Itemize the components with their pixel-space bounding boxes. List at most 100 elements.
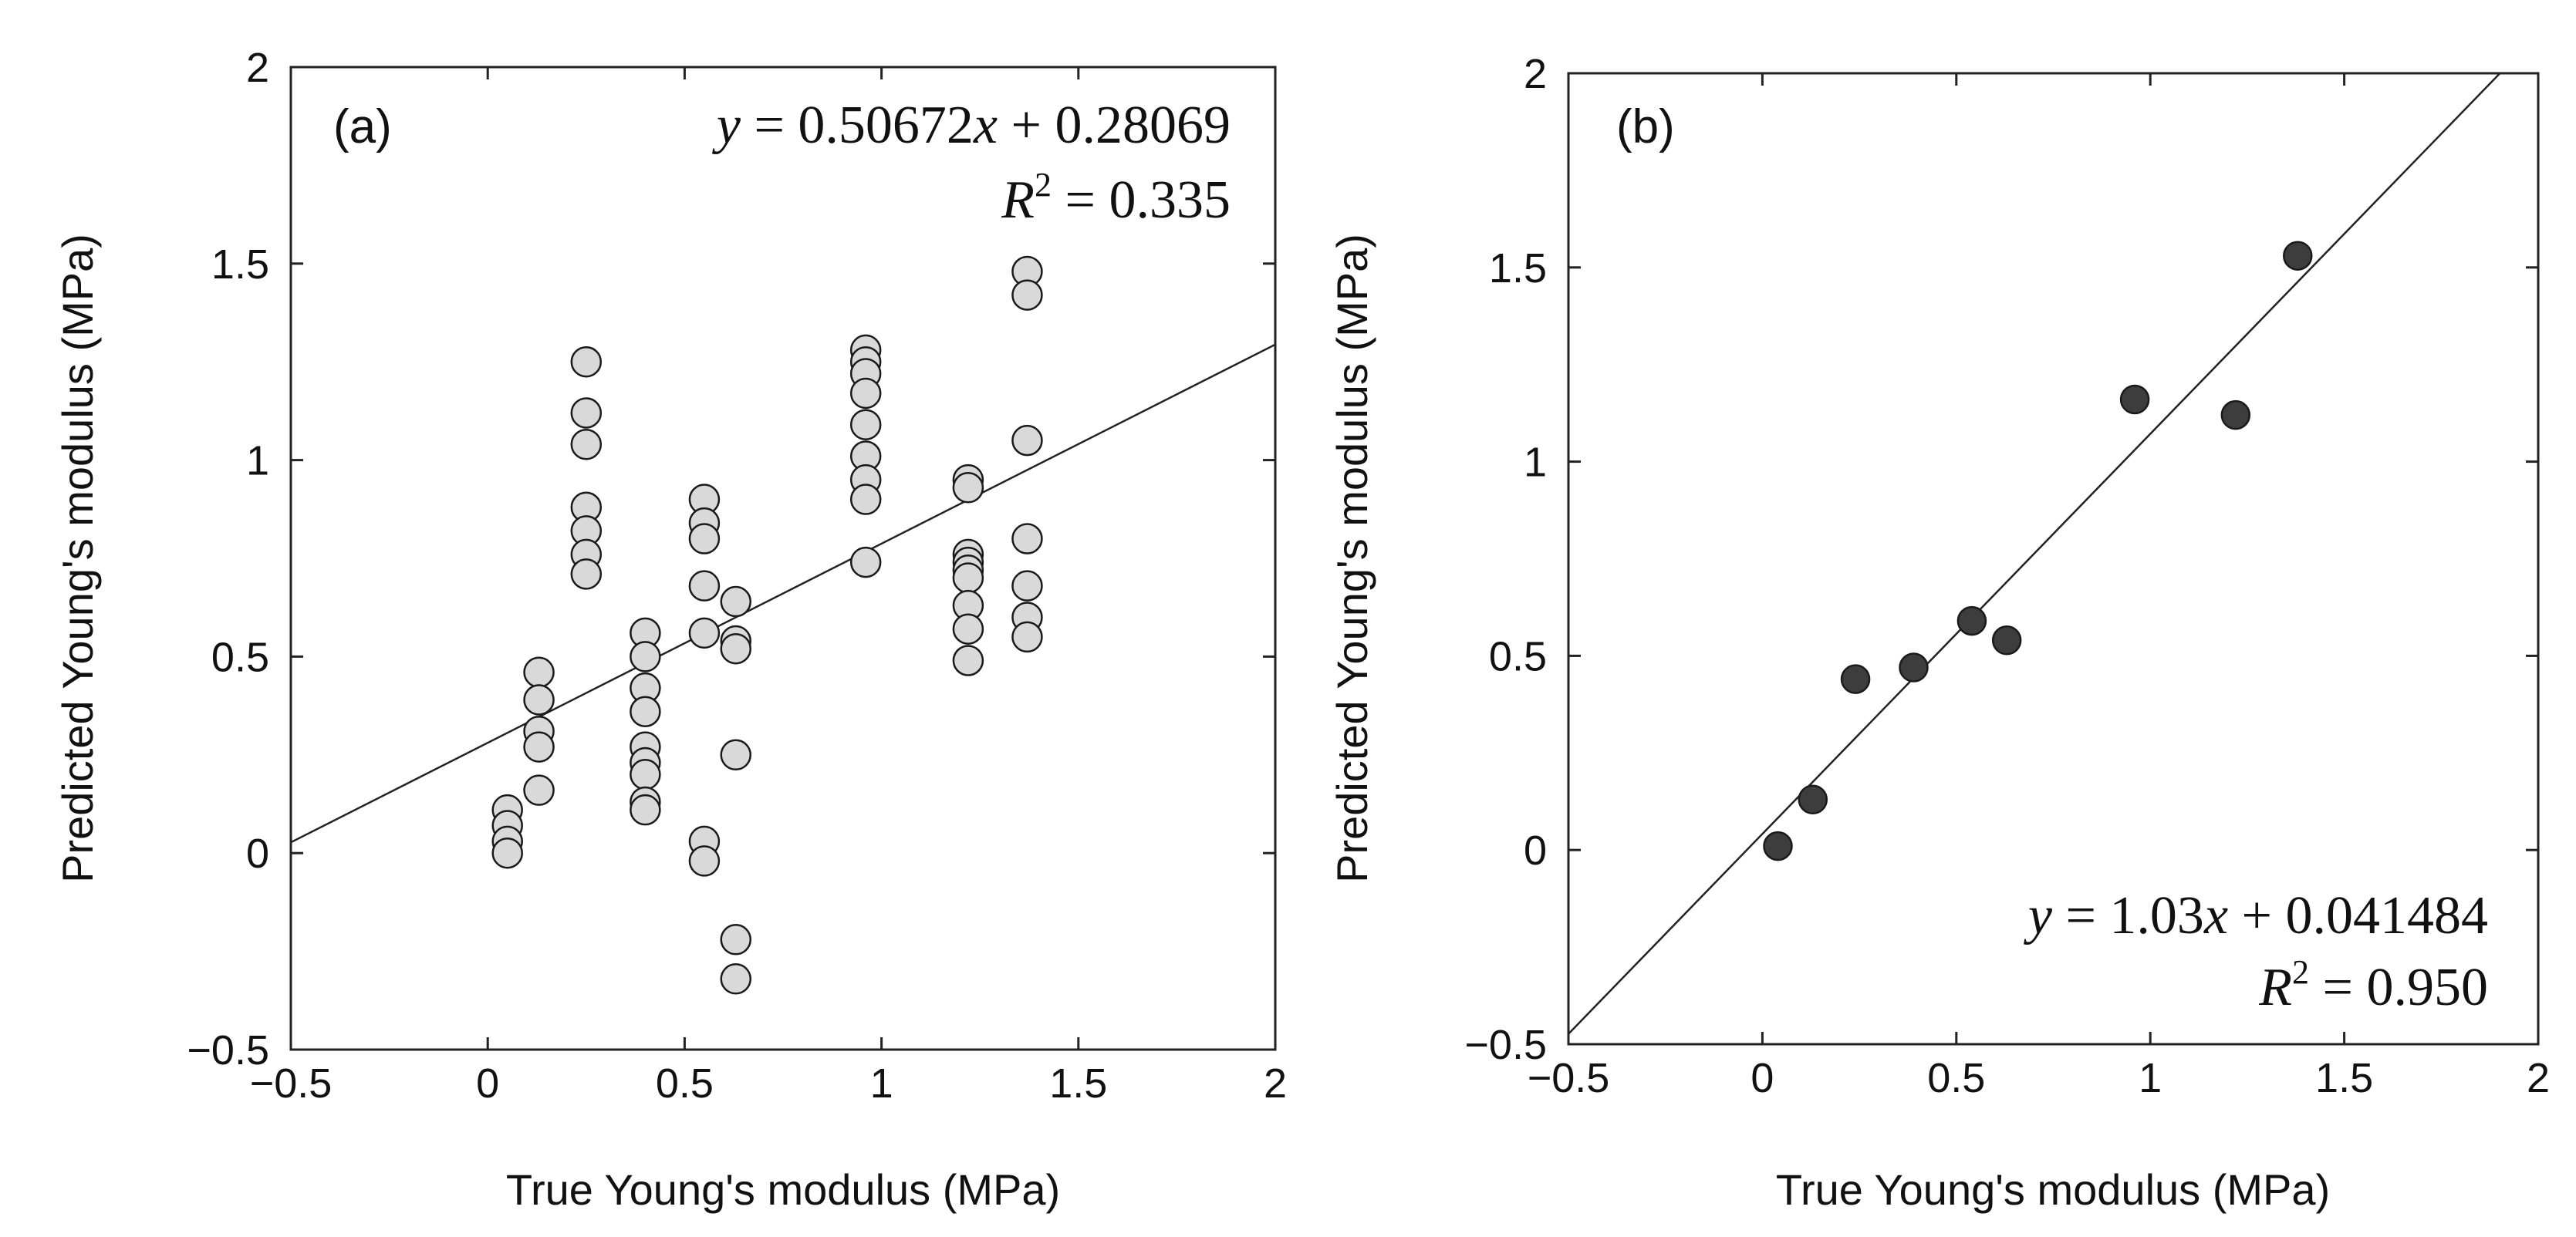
panel-a-data-point <box>720 924 752 956</box>
panel-a-data-point <box>720 585 752 618</box>
panel-a: −0.5 0 0.5 1 1.5 2 −0.5 0 0.5 1 1.5 2 (a) y = 0.50… <box>53 45 1287 1214</box>
panel-a-y-axis-label: Predicted Young's modulus (MPa) <box>53 234 102 883</box>
panel-a-frame <box>289 66 1277 1051</box>
panel-b-r2-label: R <box>2258 958 2292 1017</box>
panel-a-data-point <box>523 731 555 763</box>
panel-b-ticks <box>1567 72 2540 1046</box>
panel-a-r2: R2 = 0.335 <box>1001 166 1231 230</box>
panel-a-equation: y = 0.50672x + 0.28069 <box>712 96 1231 155</box>
panel-a-x-tick-label: −0.5 <box>250 1060 333 1107</box>
panel-b-data-point <box>1798 784 1828 814</box>
panel-b-data-point <box>2283 241 2313 271</box>
panel-b-r2: R2 = 0.950 <box>2258 953 2488 1017</box>
panel-a-data-point <box>1011 523 1043 554</box>
panel-a-data-point <box>688 523 721 554</box>
panel-a-eq-mid: = 0.50672 <box>741 96 974 155</box>
panel-a-data-point <box>523 656 555 689</box>
panel-b-equation: y = 1.03x + 0.041484 <box>2024 886 2488 945</box>
panel-b-y-tick-label: 0 <box>1524 827 1547 874</box>
panel-a-data-point <box>720 632 752 665</box>
panel-a-data-point <box>570 397 603 429</box>
panel-b: −0.5 0 0.5 1 1.5 2 −0.5 0 0.5 1 1.5 2 (b) y = 1.03… <box>1328 51 2550 1214</box>
panel-a-data-point <box>1011 424 1043 457</box>
panel-a-x-tick-label: 2 <box>1264 1060 1287 1107</box>
panel-a-points <box>491 255 1043 995</box>
panel-b-eq-y: y <box>2024 886 2053 945</box>
panel-a-data-point <box>570 428 603 460</box>
panel-a-data-point <box>849 377 882 410</box>
panel-a-r2-sup: 2 <box>1035 166 1052 204</box>
panel-a-y-tick-label: 1.5 <box>211 241 269 288</box>
panel-b-y-tick-label: 0.5 <box>1489 633 1547 679</box>
panel-b-x-tick-label: −0.5 <box>1528 1055 1610 1101</box>
panel-b-label: (b) <box>1616 100 1675 153</box>
panel-a-data-point <box>849 546 882 578</box>
panel-a-data-point <box>688 617 721 649</box>
panel-b-y-tick-label: −0.5 <box>1464 1022 1547 1068</box>
panel-a-data-point <box>1011 279 1043 311</box>
panel-b-r2-sup: 2 <box>2292 953 2309 991</box>
panel-b-x-tick-label: 2 <box>2527 1055 2550 1101</box>
panel-a-x-tick-label: 1.5 <box>1049 1060 1107 1107</box>
panel-b-data-point <box>2220 399 2251 430</box>
panel-a-data-point <box>523 684 555 716</box>
panel-b-data-point <box>2119 384 2150 415</box>
panel-a-y-tick-label: 0.5 <box>211 634 269 680</box>
panel-b-data-point <box>1991 625 2022 656</box>
panel-b-data-point <box>1763 831 1793 861</box>
panel-b-x-axis-label: True Young's modulus (MPa) <box>1776 1165 2330 1214</box>
panel-a-y-tick-label: −0.5 <box>187 1027 269 1074</box>
panel-a-r2-value: = 0.335 <box>1052 170 1231 230</box>
panel-a-label: (a) <box>333 100 392 153</box>
panel-b-y-tick-label: 2 <box>1524 51 1547 97</box>
panel-b-points <box>1763 241 2313 861</box>
panel-a-r2-label: R <box>1001 170 1035 230</box>
panel-a-data-point <box>849 484 882 515</box>
panel-a-data-point <box>688 845 721 877</box>
panel-a-data-point <box>952 472 984 504</box>
panel-a-data-point <box>630 641 661 672</box>
panel-a-x-tick-label: 0 <box>476 1060 499 1107</box>
panel-b-x-tick-label: 1.5 <box>2315 1055 2373 1101</box>
panel-a-data-point <box>952 613 984 645</box>
panel-a-data-point <box>630 759 661 790</box>
panel-a-eq-x: x <box>973 96 998 155</box>
panel-b-x-tick-label: 1 <box>2139 1055 2162 1101</box>
panel-a-eq-y: y <box>712 96 741 155</box>
panel-b-x-tick-labels: −0.5 0 0.5 1 1.5 2 <box>1528 1055 2550 1101</box>
panel-b-x-tick-label: 0 <box>1751 1055 1774 1101</box>
panel-a-data-point <box>952 562 984 594</box>
panel-b-data-point <box>1840 664 1871 694</box>
panel-b-eq-x: x <box>2203 886 2228 945</box>
panel-a-data-point <box>1011 621 1043 653</box>
panel-a-data-point <box>570 558 603 590</box>
panel-a-data-point <box>491 837 523 869</box>
panel-b-y-tick-label: 1 <box>1524 440 1547 486</box>
panel-a-data-point <box>849 409 882 440</box>
panel-a-y-tick-label: 2 <box>246 45 269 91</box>
panel-a-y-tick-label: 0 <box>246 831 269 877</box>
panel-a-data-point <box>630 696 661 727</box>
panel-a-fit-line <box>291 343 1275 844</box>
panel-b-y-tick-label: 1.5 <box>1489 245 1547 292</box>
panel-b-y-tick-labels: −0.5 0 0.5 1 1.5 2 <box>1464 51 1547 1068</box>
panel-b-frame <box>1567 72 2540 1046</box>
panel-b-x-tick-label: 0.5 <box>1927 1055 1985 1101</box>
panel-a-data-point <box>1011 570 1043 602</box>
panel-b-fit-line <box>1568 73 2502 1036</box>
panel-a-y-tick-label: 1 <box>246 438 269 484</box>
panel-a-ticks <box>289 66 1277 1051</box>
panel-a-x-tick-label: 0.5 <box>656 1060 714 1107</box>
panel-b-data-point <box>1956 605 1987 636</box>
panel-a-data-point <box>720 963 752 995</box>
panel-a-eq-end: + 0.28069 <box>998 96 1231 155</box>
panel-a-y-tick-labels: −0.5 0 0.5 1 1.5 2 <box>187 45 269 1074</box>
panel-a-data-point <box>630 794 661 826</box>
panel-a-data-point <box>720 739 752 771</box>
panel-a-data-point <box>523 774 555 806</box>
panel-a-data-point <box>952 645 984 676</box>
panel-b-data-point <box>1899 652 1929 683</box>
panel-b-eq-mid: = 1.03 <box>2052 886 2204 945</box>
panel-b-y-axis-label: Predicted Young's modulus (MPa) <box>1328 234 1376 883</box>
